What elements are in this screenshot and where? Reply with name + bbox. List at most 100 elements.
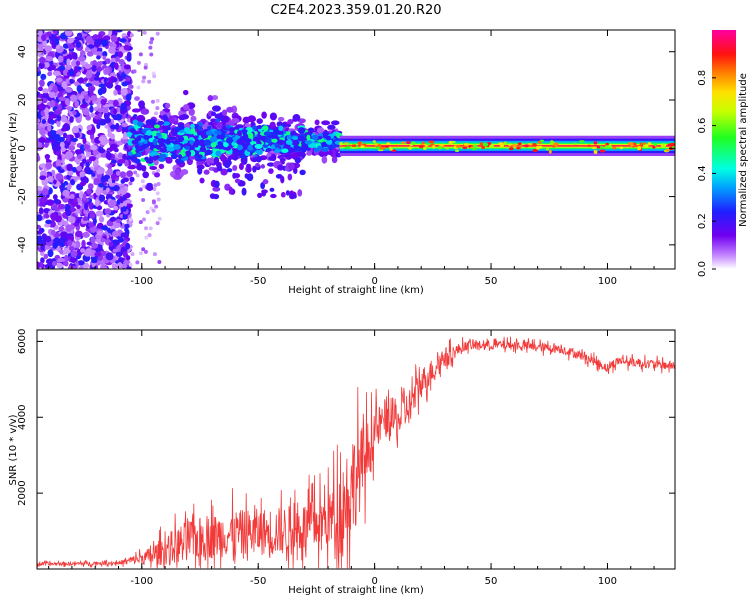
spectrogram-cell (89, 105, 94, 113)
spectrogram-cell (157, 120, 165, 125)
spectrogram-cell (374, 143, 378, 146)
spectrogram-cell (37, 230, 43, 235)
spectrogram-cell (156, 182, 161, 187)
spectrogram-cell (277, 116, 285, 122)
spectrogram-cell (268, 156, 275, 161)
spectrogram-cell (593, 150, 598, 154)
spectrogram-cell (71, 127, 80, 134)
snr-panel: -100 -50 0 50 100 2000 4000 6000 Height of str… (8, 329, 676, 596)
spectrogram-cell (98, 83, 106, 88)
spectrogram-cell (110, 124, 117, 130)
spectrogram-cell (167, 146, 175, 152)
spectrogram-cell (68, 245, 75, 251)
spectrogram-cell (489, 144, 495, 148)
spectrogram-cell (418, 144, 424, 149)
spectrogram-cell (237, 130, 242, 137)
spectrogram-cell (384, 145, 389, 148)
spectrogram-cell (290, 130, 297, 137)
spectrogram-cell (247, 144, 254, 151)
spectrogram-cell (54, 143, 62, 152)
spectrogram-cell (532, 149, 538, 153)
spectrogram-cell (128, 262, 133, 267)
spectrogram-cell (46, 31, 52, 37)
colorbar-tick-label: 0.4 (697, 165, 708, 181)
spectrogram-cell (85, 150, 92, 158)
spectrogram-cell (182, 89, 189, 96)
spectrogram-cell (351, 144, 357, 148)
spectrogram-cell (444, 147, 450, 150)
spectrogram-cell (105, 67, 110, 75)
spectrogram-cell (145, 210, 150, 215)
spectrogram-cell (299, 169, 306, 176)
spectrogram-cell (605, 142, 609, 146)
spectrogram-cell (177, 154, 183, 159)
spectrogram-cell (408, 146, 413, 150)
spectrogram-cell (86, 50, 94, 57)
spectrogram-cell (102, 51, 108, 58)
spectrogram-cell (112, 43, 117, 48)
spectrogram-cell (75, 230, 83, 238)
spectrogram-cell (301, 146, 307, 153)
spectrogram-cell (170, 153, 178, 160)
spectrogram-cell (37, 118, 41, 123)
spectrogram-cell (304, 139, 313, 145)
spectrogram-cell (79, 171, 86, 177)
spectrogram-cell (280, 175, 285, 184)
spectrogram-cell (287, 173, 293, 181)
spectrogram-cell (126, 54, 132, 62)
spectrogram-cell (68, 224, 75, 231)
spectrogram-cell (158, 163, 165, 170)
spectrogram-cell (225, 137, 234, 144)
spectrogram-cell (76, 204, 81, 210)
spectrogram-cell (281, 148, 289, 153)
spectrogram-cell (112, 230, 119, 238)
spectrogram-cell (111, 239, 120, 244)
spectrogram-cell (216, 134, 224, 139)
spectrogram-cell (256, 118, 263, 124)
spectrogram-cell (203, 139, 211, 146)
spectrogram-cell (327, 150, 333, 155)
spectrogram-cell (203, 169, 210, 175)
spectrogram-cell (168, 115, 175, 123)
spectrogram-cell (266, 139, 273, 144)
spectrogram-cell (143, 65, 148, 70)
spectrogram-cell (209, 136, 218, 143)
spectrogram-cell (226, 168, 233, 173)
spectrogram-panel: -100 -50 0 50 100 -40 -20 0 20 40 Height of stra… (8, 29, 676, 296)
spectrogram-cell (238, 162, 244, 171)
spectrogram-cell (122, 131, 128, 139)
spectrogram-cell (41, 34, 47, 42)
spectrogram-cell (114, 84, 122, 91)
spectrogram-cell (129, 33, 134, 38)
spectrogram-cell (80, 104, 88, 109)
spectrogram-cell (424, 144, 428, 147)
spectrogram-cell (210, 111, 217, 116)
spectrogram-cell (94, 115, 100, 120)
spectrogram-cell (157, 216, 162, 221)
spectrogram-cell (52, 194, 58, 200)
spectrogram-cell (428, 140, 435, 144)
spectrogram-cell (58, 65, 66, 71)
spectrogram-cell (157, 260, 162, 265)
spectrogram-cell (261, 189, 268, 194)
spectrogram-cell (669, 142, 675, 147)
spectrogram-cell (101, 225, 108, 231)
spectrogram-cell (317, 145, 323, 151)
y-tick-label: 20 (17, 94, 28, 107)
spectrogram-cell (79, 50, 86, 57)
spectrogram-cell (262, 179, 269, 185)
spectrogram-cell (39, 44, 44, 53)
spectrogram-cell (199, 146, 207, 153)
spectrogram-cell (37, 235, 43, 244)
spectrogram-cell (144, 226, 149, 231)
spectrogram-cell (120, 87, 128, 96)
spectrogram-cell (627, 141, 634, 146)
x-tick-label: 0 (371, 276, 377, 287)
spectrogram-cell (151, 208, 156, 213)
spectrogram-cell (155, 221, 160, 226)
spectrogram-cell (111, 263, 117, 269)
spectrogram-cell (105, 151, 112, 160)
spectrogram-cell (68, 70, 75, 76)
spectrogram-cell (257, 192, 263, 199)
spectrogram-cell (41, 187, 49, 196)
